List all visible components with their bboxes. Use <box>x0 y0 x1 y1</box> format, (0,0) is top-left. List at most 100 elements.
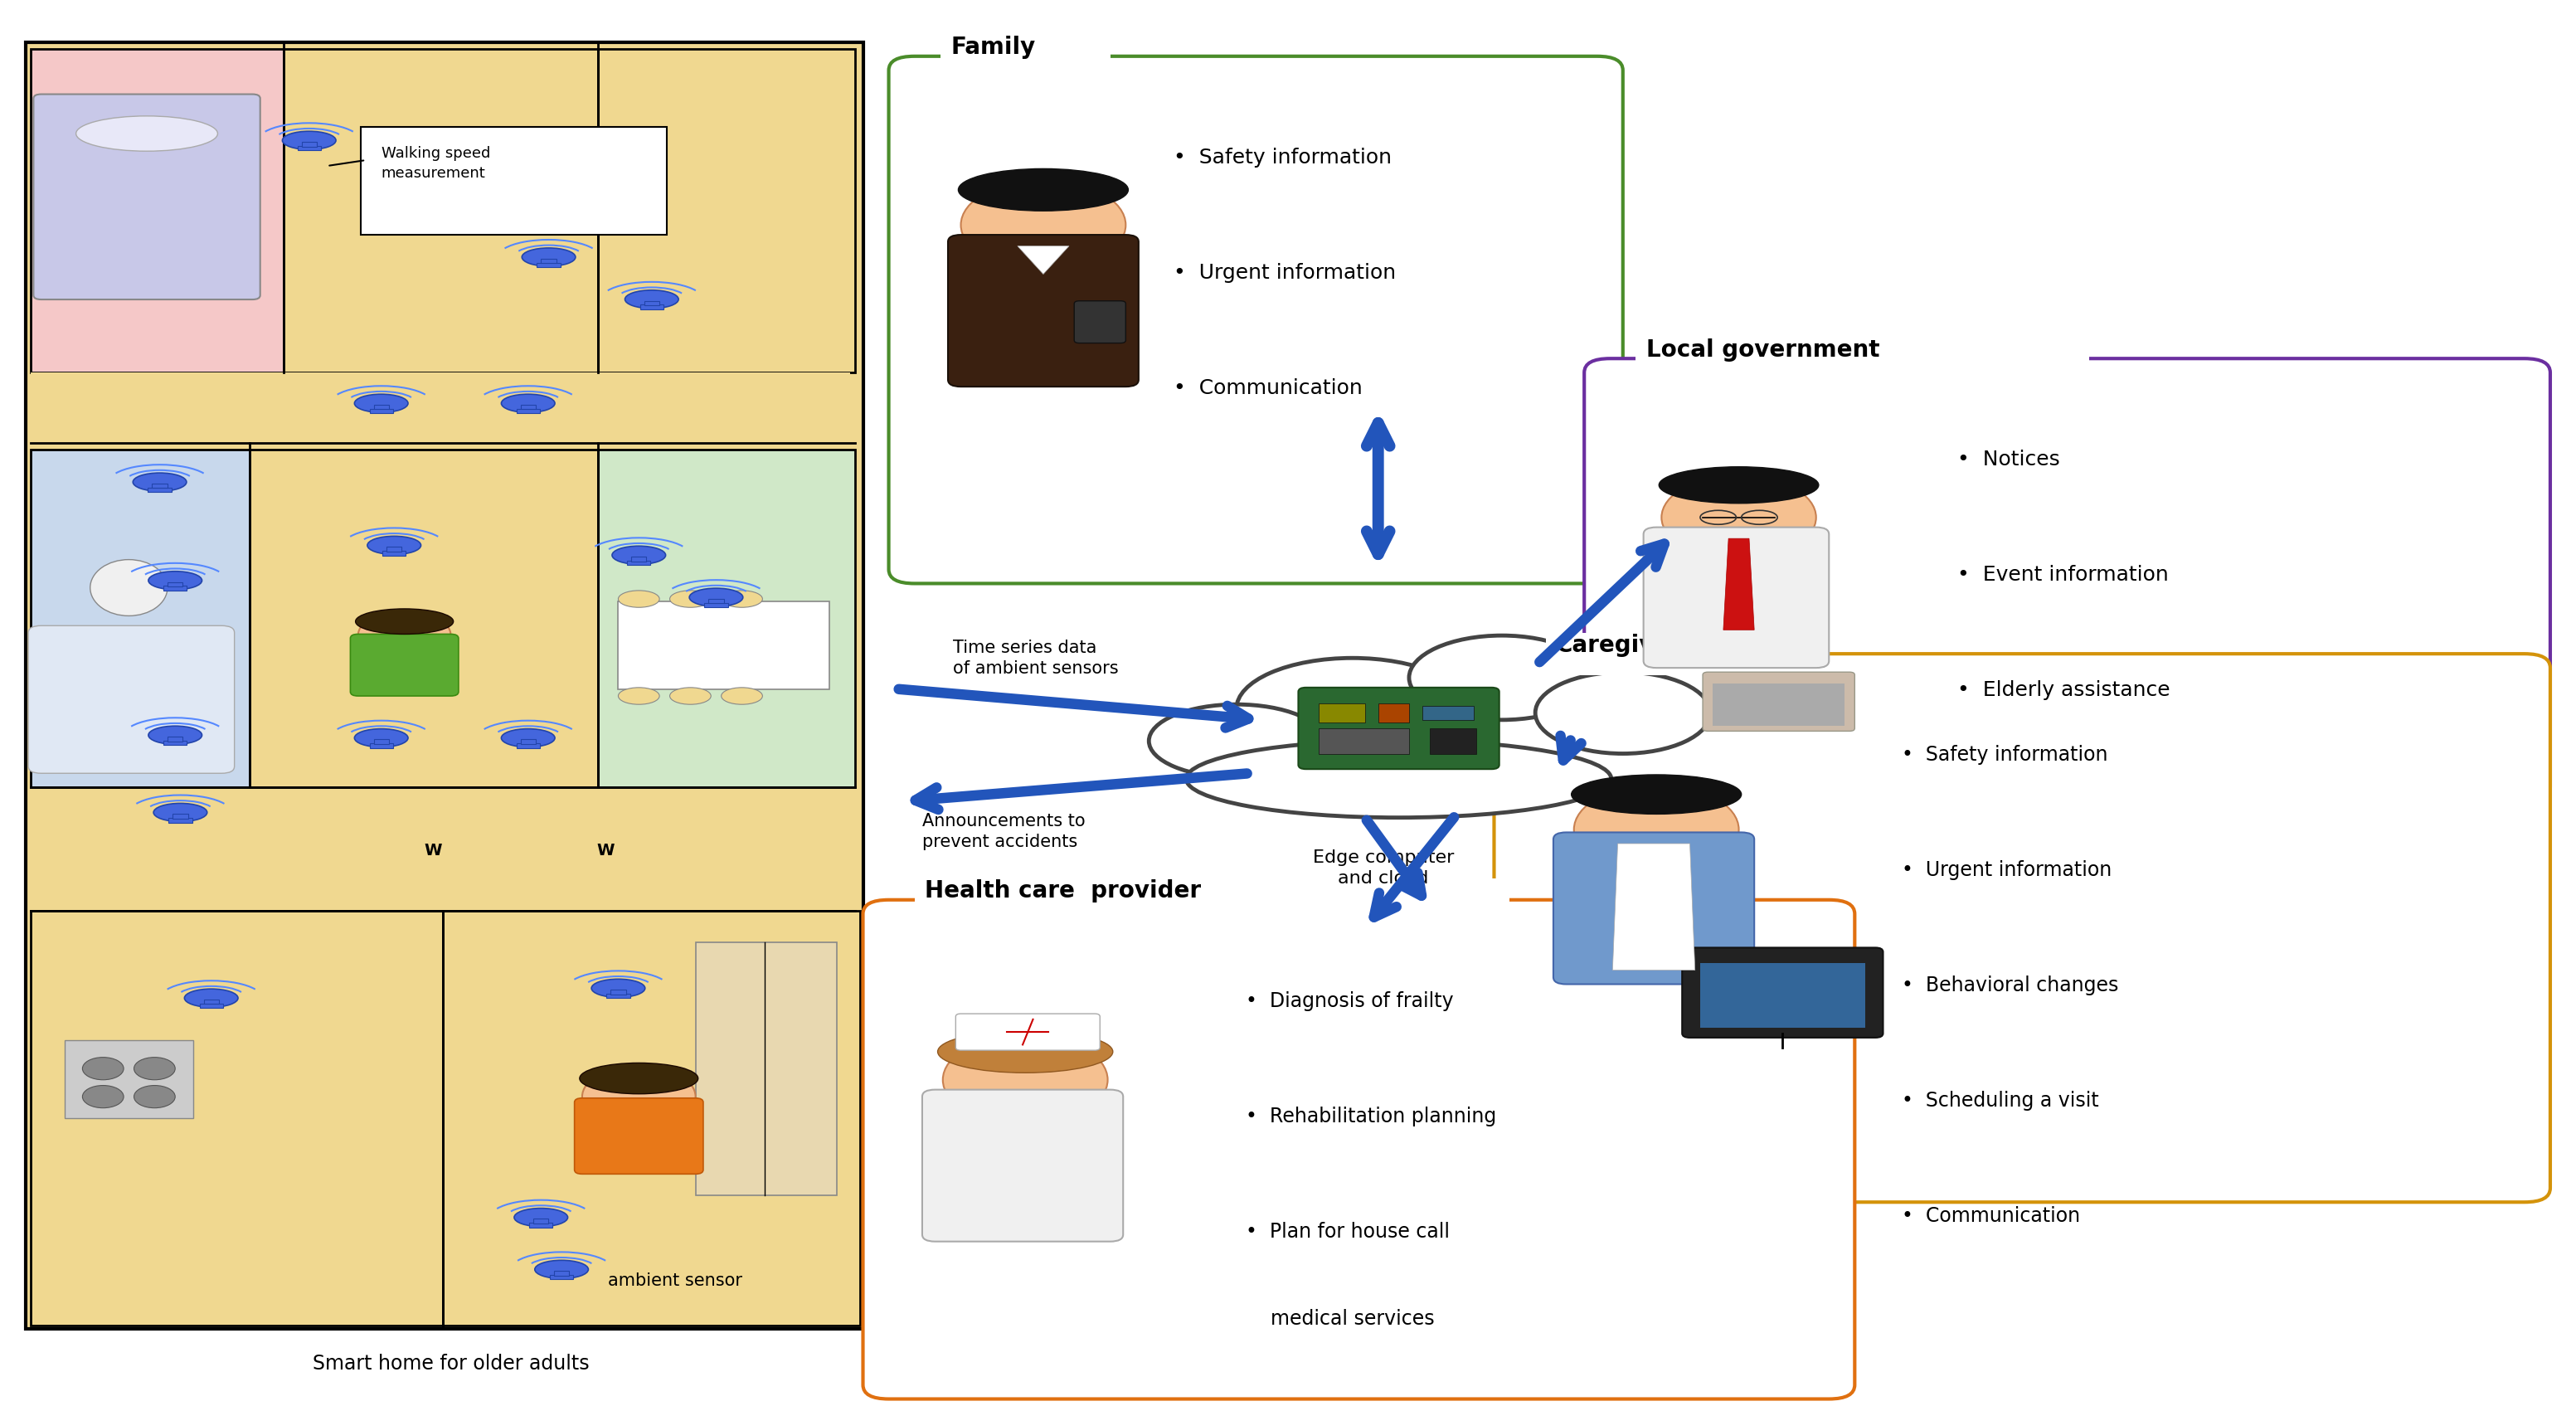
Ellipse shape <box>938 1031 1113 1073</box>
Bar <box>1713 683 1844 725</box>
Polygon shape <box>1723 538 1754 630</box>
Ellipse shape <box>502 728 554 747</box>
Bar <box>536 263 562 267</box>
Text: •  Scheduling a visit: • Scheduling a visit <box>1901 1091 2099 1111</box>
FancyBboxPatch shape <box>574 1098 703 1174</box>
Ellipse shape <box>958 169 1128 211</box>
Ellipse shape <box>618 688 659 704</box>
Text: medical services: medical services <box>1247 1309 1435 1329</box>
FancyBboxPatch shape <box>1494 654 2550 1202</box>
Bar <box>696 942 837 1195</box>
Bar <box>283 49 598 373</box>
Ellipse shape <box>355 394 407 412</box>
Bar <box>533 1219 549 1223</box>
Ellipse shape <box>368 536 420 554</box>
Bar <box>26 42 863 1329</box>
Bar <box>605 994 631 998</box>
Circle shape <box>943 1035 1108 1125</box>
Bar <box>374 740 389 744</box>
Text: •  Urgent information: • Urgent information <box>1175 263 1396 283</box>
Bar <box>167 818 193 823</box>
Polygon shape <box>1018 246 1069 274</box>
Bar <box>31 373 850 443</box>
Bar <box>631 557 647 561</box>
FancyBboxPatch shape <box>33 94 260 299</box>
Ellipse shape <box>134 472 185 491</box>
Circle shape <box>1574 785 1739 875</box>
Bar <box>386 547 402 551</box>
Bar <box>1636 337 2089 380</box>
Ellipse shape <box>515 1208 567 1226</box>
FancyBboxPatch shape <box>1643 527 1829 668</box>
Ellipse shape <box>1149 704 1324 778</box>
Ellipse shape <box>185 988 237 1007</box>
FancyBboxPatch shape <box>1584 359 2550 801</box>
Bar <box>541 259 556 263</box>
Ellipse shape <box>1571 775 1741 814</box>
Bar <box>639 305 665 309</box>
Bar <box>708 599 724 603</box>
Ellipse shape <box>580 1063 698 1094</box>
Bar <box>31 911 443 1326</box>
Bar <box>618 602 829 689</box>
Circle shape <box>134 1085 175 1108</box>
Text: Edge computer
and cloud: Edge computer and cloud <box>1314 849 1453 886</box>
Ellipse shape <box>690 588 742 606</box>
Bar <box>1546 633 1829 675</box>
Ellipse shape <box>283 131 335 149</box>
Circle shape <box>82 1057 124 1080</box>
Bar <box>162 586 188 591</box>
Ellipse shape <box>77 115 216 150</box>
Bar <box>644 301 659 305</box>
FancyBboxPatch shape <box>1298 688 1499 769</box>
Ellipse shape <box>1185 740 1613 817</box>
Ellipse shape <box>355 728 407 747</box>
FancyBboxPatch shape <box>863 900 1855 1399</box>
Text: •  Rehabilitation planning: • Rehabilitation planning <box>1247 1107 1497 1126</box>
FancyBboxPatch shape <box>28 626 234 773</box>
Text: Time series data
of ambient sensors: Time series data of ambient sensors <box>953 640 1118 676</box>
FancyBboxPatch shape <box>956 1014 1100 1050</box>
FancyBboxPatch shape <box>1553 832 1754 984</box>
Text: Announcements to
prevent accidents: Announcements to prevent accidents <box>922 813 1084 849</box>
Text: •  Communication: • Communication <box>1901 1206 2079 1226</box>
Bar <box>528 1223 554 1227</box>
Ellipse shape <box>149 571 201 589</box>
Bar <box>296 146 322 150</box>
Bar <box>549 1275 574 1279</box>
Ellipse shape <box>626 290 677 308</box>
FancyBboxPatch shape <box>1682 948 1883 1038</box>
Bar <box>167 737 183 741</box>
Ellipse shape <box>618 591 659 607</box>
Bar <box>626 561 652 565</box>
Ellipse shape <box>721 591 762 607</box>
Bar <box>301 142 317 146</box>
Ellipse shape <box>149 725 201 744</box>
Text: •  Urgent information: • Urgent information <box>1901 860 2112 880</box>
Bar <box>443 911 860 1326</box>
FancyBboxPatch shape <box>889 56 1623 583</box>
Ellipse shape <box>1535 672 1710 754</box>
Text: •  Safety information: • Safety information <box>1901 745 2107 765</box>
Polygon shape <box>1613 844 1695 970</box>
Ellipse shape <box>1236 658 1468 759</box>
Bar <box>515 744 541 748</box>
Bar <box>1378 703 1409 723</box>
Bar <box>167 582 183 586</box>
Ellipse shape <box>613 546 665 564</box>
Ellipse shape <box>1659 467 1819 503</box>
Circle shape <box>1662 475 1816 560</box>
Ellipse shape <box>155 803 206 821</box>
FancyBboxPatch shape <box>1074 301 1126 343</box>
Text: W: W <box>425 842 440 859</box>
Text: Local government: Local government <box>1646 337 1880 361</box>
FancyBboxPatch shape <box>1703 672 1855 731</box>
Text: •  Diagnosis of frailty: • Diagnosis of frailty <box>1247 991 1453 1011</box>
Bar <box>940 35 1110 77</box>
Circle shape <box>358 610 451 661</box>
Bar <box>611 990 626 994</box>
Bar <box>250 450 598 787</box>
Text: Health care  provider: Health care provider <box>925 879 1200 903</box>
Text: Walking speed
measurement: Walking speed measurement <box>381 146 489 181</box>
Ellipse shape <box>670 688 711 704</box>
